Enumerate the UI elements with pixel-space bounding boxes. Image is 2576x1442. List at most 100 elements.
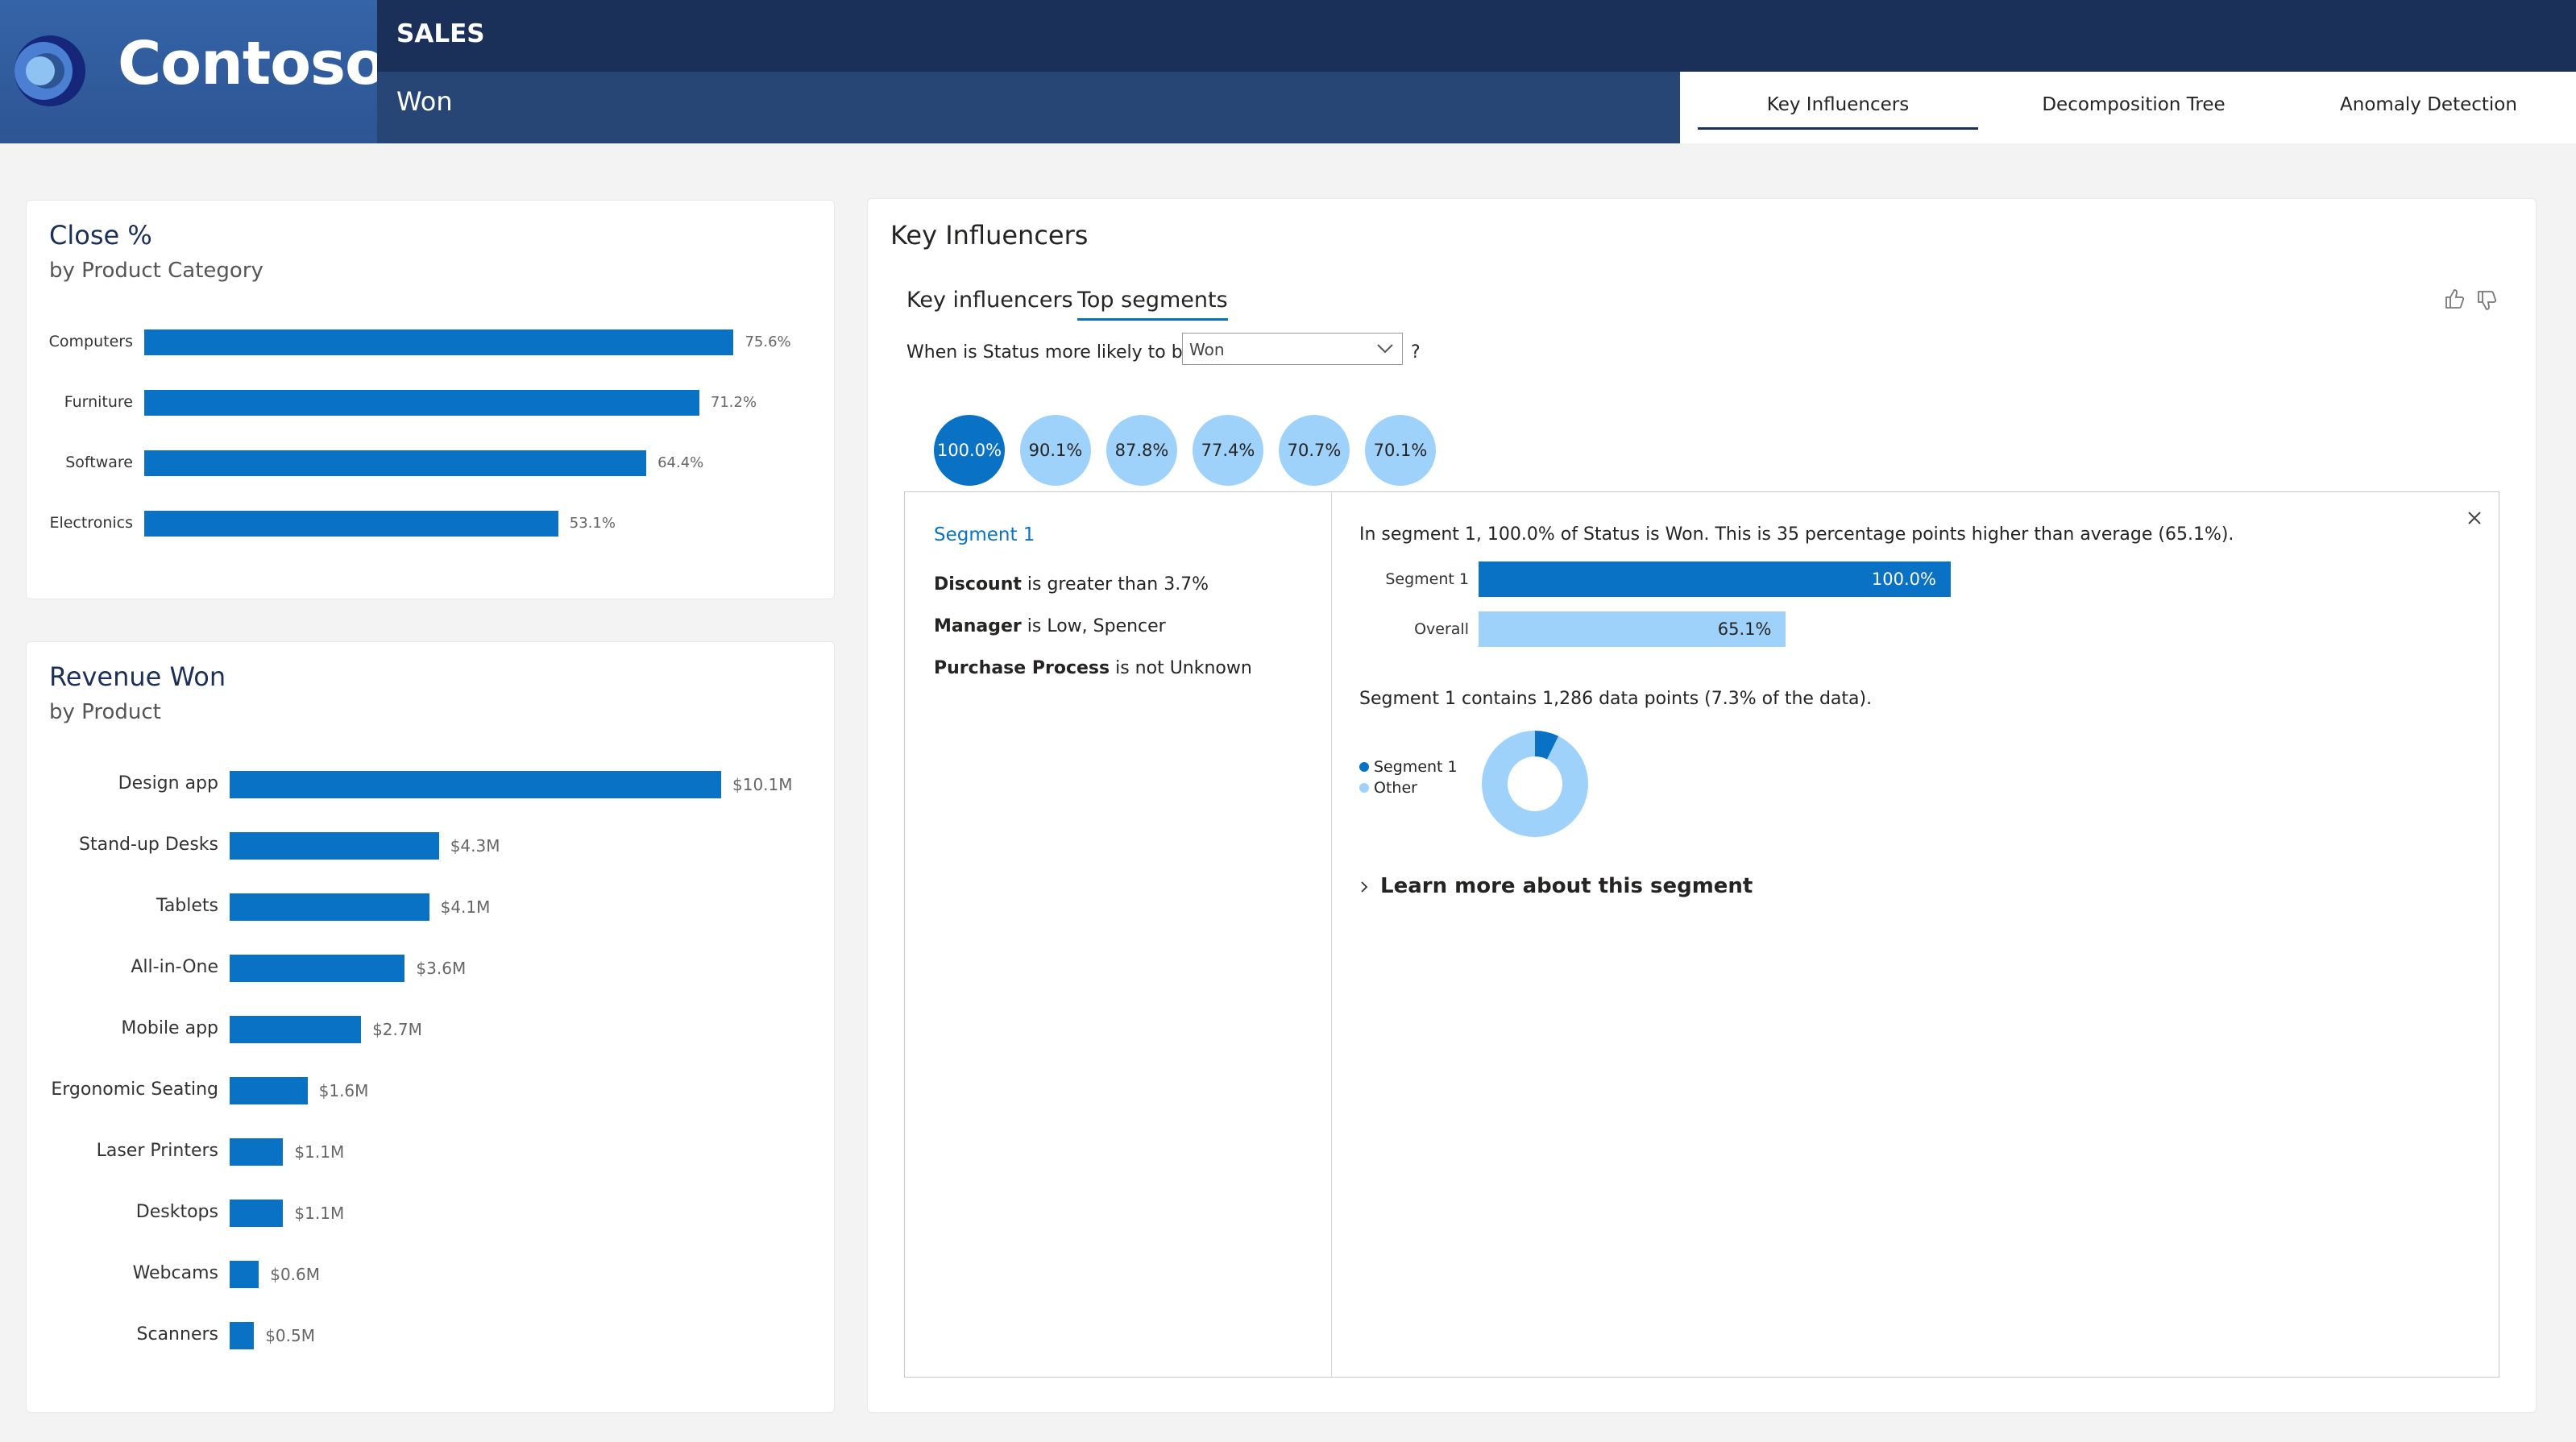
bar-row: Mobile app $2.7M bbox=[27, 1016, 834, 1077]
bar-row: Ergonomic Seating $1.6M bbox=[27, 1077, 834, 1138]
segment-detail-panel: Segment 1 Discount is greater than 3.7% … bbox=[904, 491, 2499, 1378]
bar-row: Computers 75.6% bbox=[27, 329, 834, 390]
bar-category-label: Furniture bbox=[64, 393, 133, 412]
nav-tab-key-influencers[interactable]: Key Influencers bbox=[1698, 94, 1978, 130]
bar-category-label: Mobile app bbox=[121, 1018, 218, 1039]
segment-conditions-pane: Segment 1 Discount is greater than 3.7% … bbox=[905, 492, 1332, 1377]
segment-bubble[interactable]: 87.8% bbox=[1106, 415, 1177, 486]
dropdown-selected-value: Won bbox=[1189, 340, 1225, 359]
section-title: SALES bbox=[396, 19, 485, 48]
segment-bubble[interactable]: 90.1% bbox=[1020, 415, 1091, 486]
bar-category-label: Software bbox=[65, 454, 133, 472]
bar-value-label: $3.6M bbox=[416, 958, 467, 978]
comparison-value-label: 100.0% bbox=[1871, 570, 1936, 589]
bar-category-label: Design app bbox=[118, 773, 218, 794]
learn-more-label: Learn more about this segment bbox=[1380, 874, 1753, 898]
page-navigation: Key Influencers Decomposition Tree Anoma… bbox=[1680, 72, 2576, 143]
legend-item-segment: Segment 1 bbox=[1359, 758, 1458, 779]
bar[interactable] bbox=[230, 1016, 362, 1043]
key-influencers-title: Key Influencers bbox=[890, 220, 1089, 251]
bar[interactable] bbox=[230, 955, 405, 982]
thumbs-up-icon[interactable] bbox=[2444, 288, 2465, 310]
segment-bubble[interactable]: 100.0% bbox=[934, 415, 1005, 486]
status-filter-title: Won bbox=[396, 86, 453, 117]
bar[interactable] bbox=[230, 1200, 284, 1227]
nav-tab-anomaly-detection[interactable]: Anomaly Detection bbox=[2340, 94, 2517, 115]
status-value-dropdown[interactable]: Won bbox=[1182, 333, 1403, 365]
legend-item-other: Other bbox=[1359, 779, 1458, 800]
bar[interactable] bbox=[230, 1138, 284, 1166]
comparison-bar: 100.0% bbox=[1479, 561, 1951, 597]
bar[interactable] bbox=[230, 832, 439, 860]
bar-value-label: $2.7M bbox=[372, 1019, 422, 1039]
bar-value-label: $1.1M bbox=[294, 1203, 345, 1223]
comparison-bar: 65.1% bbox=[1479, 611, 1786, 647]
segment-donut-chart bbox=[1482, 731, 1588, 837]
comparison-category-label: Segment 1 bbox=[1385, 570, 1469, 588]
bar-row: Webcams $0.6M bbox=[27, 1261, 834, 1322]
bar-value-label: 75.6% bbox=[745, 333, 791, 350]
contoso-logo-icon bbox=[15, 35, 85, 106]
bar-row: Electronics 53.1% bbox=[27, 511, 834, 571]
chevron-right-icon bbox=[1361, 881, 1368, 893]
segment-comparison-chart: Segment 1 100.0% Overall 65.1% bbox=[1359, 561, 1972, 650]
status-question-prefix: When is Status more likely to be bbox=[906, 342, 1194, 363]
nav-tab-decomposition-tree[interactable]: Decomposition Tree bbox=[2042, 94, 2225, 115]
bar-row: Furniture 71.2% bbox=[27, 390, 834, 450]
bar-category-label: Tablets bbox=[156, 896, 218, 917]
report-header: Contoso SALES Won Key Influencers Decomp… bbox=[0, 0, 2576, 143]
comparison-value-label: 65.1% bbox=[1717, 619, 1772, 639]
card-subtitle: by Product bbox=[49, 700, 161, 724]
segment-bubble[interactable]: 77.4% bbox=[1193, 415, 1263, 486]
close-icon[interactable] bbox=[2466, 510, 2483, 526]
bar-row: Design app $10.1M bbox=[27, 771, 834, 832]
bar-value-label: $0.5M bbox=[265, 1325, 315, 1345]
card-title: Close % bbox=[49, 220, 152, 251]
bar-category-label: Electronics bbox=[49, 514, 133, 532]
bar-row: Scanners $0.5M bbox=[27, 1322, 834, 1383]
tab-key-influencers[interactable]: Key influencers bbox=[906, 288, 1073, 313]
bar-row: Tablets $4.1M bbox=[27, 893, 834, 955]
legend-dot bbox=[1359, 762, 1369, 772]
bar[interactable] bbox=[230, 771, 721, 798]
donut-slice bbox=[1482, 731, 1588, 837]
chevron-down-icon bbox=[1377, 344, 1393, 354]
bar-value-label: $10.1M bbox=[732, 774, 793, 794]
card-title: Revenue Won bbox=[49, 661, 226, 692]
segment-condition: Discount is greater than 3.7% bbox=[934, 574, 1209, 595]
bar-value-label: $4.3M bbox=[450, 835, 500, 856]
segment-condition: Manager is Low, Spencer bbox=[934, 616, 1166, 636]
bar-value-label: 64.4% bbox=[657, 454, 704, 471]
segment-condition: Purchase Process is not Unknown bbox=[934, 658, 1252, 678]
segment-datapoints-text: Segment 1 contains 1,286 data points (7.… bbox=[1359, 689, 1873, 709]
segment-bubble[interactable]: 70.7% bbox=[1279, 415, 1350, 486]
bar-category-label: Desktops bbox=[135, 1202, 218, 1223]
segment-name: Segment 1 bbox=[934, 524, 1035, 545]
card-subtitle: by Product Category bbox=[49, 259, 263, 283]
bar-category-label: Computers bbox=[48, 333, 133, 351]
bar[interactable] bbox=[144, 511, 558, 537]
header-status-bar: Won bbox=[377, 72, 1680, 143]
bar-value-label: $1.6M bbox=[318, 1080, 369, 1100]
bar[interactable] bbox=[230, 1322, 255, 1349]
bar[interactable] bbox=[144, 329, 734, 355]
bar[interactable] bbox=[230, 1261, 259, 1288]
bar[interactable] bbox=[144, 450, 647, 476]
bar[interactable] bbox=[230, 893, 429, 921]
status-question-suffix: ? bbox=[1411, 342, 1421, 363]
segment-bubble[interactable]: 70.1% bbox=[1365, 415, 1436, 486]
donut-slice bbox=[1535, 731, 1559, 760]
bar[interactable] bbox=[144, 390, 699, 416]
bar[interactable] bbox=[230, 1077, 308, 1104]
bar-value-label: $0.6M bbox=[270, 1264, 321, 1284]
legend-dot bbox=[1359, 783, 1369, 793]
bar-row: Software 64.4% bbox=[27, 450, 834, 511]
thumbs-down-icon[interactable] bbox=[2476, 289, 2497, 312]
bar-row: Desktops $1.1M bbox=[27, 1200, 834, 1261]
bar-category-label: Ergonomic Seating bbox=[51, 1079, 218, 1100]
bar-row: All-in-One $3.6M bbox=[27, 955, 834, 1016]
bar-category-label: Scanners bbox=[136, 1324, 218, 1345]
bar-row: Laser Printers $1.1M bbox=[27, 1138, 834, 1200]
donut-legend: Segment 1 Other bbox=[1359, 758, 1458, 800]
tab-top-segments[interactable]: Top segments bbox=[1077, 288, 1228, 321]
